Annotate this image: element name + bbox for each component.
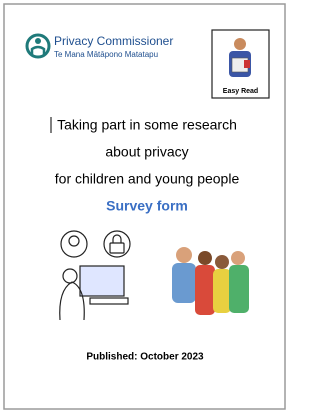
organisation-maori: Te Mana Mātāpono Matatapu <box>54 50 158 59</box>
title-line: about privacy <box>105 144 188 160</box>
easy-read-label: Easy Read <box>223 88 258 95</box>
subtitle: Survey form <box>106 198 188 214</box>
title-line: Taking part in some research <box>57 117 237 133</box>
organisation-name: Privacy Commissioner <box>54 34 173 48</box>
published-date: Published: October 2023 <box>86 352 204 363</box>
title-line: for children and young people <box>55 171 240 187</box>
page: Privacy Commissioner Te Mana Mātāpono Ma… <box>0 0 289 413</box>
